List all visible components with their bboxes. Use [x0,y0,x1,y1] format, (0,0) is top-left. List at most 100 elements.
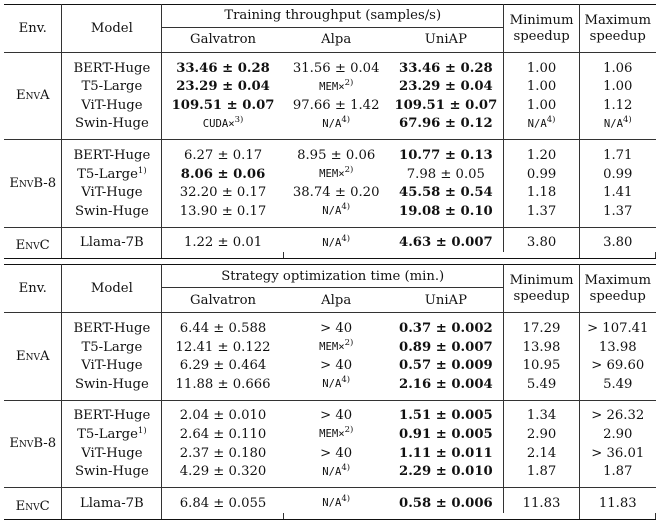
table-row: T5-Large1) 2.64 ± 0.110 MEM×2) 0.91 ± 0.005… [4,425,656,444]
cell-text: 1.06 [603,60,633,76]
table-row: T5-Large 23.29 ± 0.04 MEM×2) 23.29 ± 0.04 1.… [4,77,656,97]
spacer-cell [656,513,657,519]
spacer-cell [161,139,284,147]
footnote-marker: 1) [137,425,147,436]
footnote-marker: 4) [341,233,351,244]
group-separator [4,52,656,59]
uniap-cell: 1.11 ± 0.011 [388,443,505,463]
spacer-cell [283,139,389,147]
uniap-cell: 4.63 ± 0.007 [388,233,505,253]
min-speedup-cell: 0.99 [503,164,581,184]
table-row: Swin-Huge CUDA×3) N/A4) 67.96 ± 0.12 N/A4) N/… [4,114,656,134]
group-bottom-spacer [4,220,656,228]
table-row: EnvA BERT-Huge 33.46 ± 0.28 31.56 ± 0.04 33.… [4,59,656,134]
cell-text: 1.41 [603,185,633,201]
uniap-cell: 2.29 ± 0.010 [388,462,505,482]
cell-text: ViT-Huge [81,358,143,374]
cell-text: Model [90,281,133,297]
cell-text: 109.51 ± 0.07 [394,97,498,113]
group-separator [4,312,656,320]
cell-text: Model [90,20,133,36]
cell-text: 1.51 ± 0.005 [399,408,493,424]
spacer-cell [579,312,656,320]
section-bottom-rule [4,258,656,260]
max-speedup-cell: > 107.41 [580,319,656,338]
cell-text: speedup [589,288,646,304]
cell-text: 19.08 ± 0.10 [399,203,493,219]
spacer-cell [61,220,163,228]
max-speedup-cell: 0.99 [580,165,656,184]
cell-text: Galvatron [190,292,257,308]
uniap-cell: 0.57 ± 0.009 [388,356,505,376]
alpa-cell: > 40 [284,319,389,338]
min-speedup-cell: 2.90 [503,425,581,444]
cell-text: 23.29 ± 0.04 [176,79,270,95]
footnote-marker: 4) [341,375,351,386]
group-separator [4,399,656,407]
cell-text: MEM× [319,428,345,441]
env-cell: EnvB-8 [4,146,63,221]
header-row: Env. Model Strategy optimization time (min… [4,264,656,313]
cell-text: Training throughput (samples/s) [224,8,442,24]
cell-text: Swin-Huge [75,376,149,392]
alpa-cell: MEM×2) [284,165,389,184]
env-column-header: Env. [4,4,63,53]
header-row: Galvatron Alpa UniAP [4,27,656,53]
model-cell: BERT-Huge [61,319,163,338]
min-speedup-cell: 17.29 [503,319,581,338]
footnote-marker: 4) [546,114,556,125]
cell-text: > 40 [320,358,353,374]
env-column-header: Env. [4,264,63,313]
group-bottom-spacer [4,252,656,259]
table-row: EnvC Llama-7B 6.84 ± 0.055 N/A4) 0.58 ± 0.00… [4,494,656,519]
model-cell: Llama-7B [61,233,163,253]
alpa-cell: 31.56 ± 0.04 [284,59,389,78]
cell-text: 11.83 [598,495,637,511]
cell-text: 45.58 ± 0.54 [399,185,493,201]
table-row: T5-Large1) 8.06 ± 0.06 MEM×2) 7.98 ± 0.05 0.… [4,164,656,184]
env-cell: EnvA [4,319,63,394]
spacer-cell [61,487,163,495]
min-speedup-cell: 2.14 [503,443,581,463]
spacer-cell [4,133,63,140]
spacer-cell [388,393,505,401]
spacer-cell [388,487,505,495]
spacer-cell [503,481,581,488]
cell-text: N/A [322,378,342,391]
section-title: Training throughput (samples/s) [161,4,505,28]
cell-text: Env. [18,20,47,36]
spacer-cell [283,399,389,407]
model-cell: Swin-Huge [61,114,163,134]
cell-text: 3.80 [526,235,557,251]
min-speedup-cell: N/A4) [503,114,581,134]
group-bottom-spacer [4,133,656,140]
spacer-cell [579,252,656,259]
section-bottom-rule [4,518,656,520]
cell-text: > 40 [320,408,353,424]
cell-text: speedup [513,288,570,304]
uniap-cell: 10.77 ± 0.13 [388,146,505,165]
footnote-marker: 2) [344,165,354,176]
max-speedup-cell: 5.49 [580,375,656,394]
spacer-cell [579,52,656,59]
cell-text: 13.98 [522,339,561,355]
spacer-cell [4,312,63,320]
cell-text: Swin-Huge [75,203,149,219]
spacer-cell [388,399,505,407]
table-row: ViT-Huge 2.37 ± 0.180 > 40 1.11 ± 0.011 2.14… [4,443,656,463]
galvatron-cell: 6.27 ± 0.17 [162,146,284,165]
table-row: EnvB-8 BERT-Huge 6.27 ± 0.17 8.95 ± 0.06 10.… [4,146,656,221]
env-cell: EnvB-8 [4,406,63,482]
spacer-cell [61,399,163,407]
cell-text: 0.58 ± 0.006 [399,495,493,511]
cell-text: 4.29 ± 0.320 [179,464,267,480]
galvatron-cell: 6.44 ± 0.588 [162,319,284,338]
group-separator [4,487,656,495]
model-cell: ViT-Huge [61,443,163,463]
footnote-marker: 4) [341,202,351,213]
spacer-cell [4,399,63,407]
cell-text: 109.51 ± 0.07 [171,97,275,113]
cell-text: 0.91 ± 0.005 [399,426,493,442]
rule-cell [4,518,656,520]
table-row: EnvC Llama-7B 1.22 ± 0.01 N/A4) 4.63 ± 0.007… [4,233,656,259]
